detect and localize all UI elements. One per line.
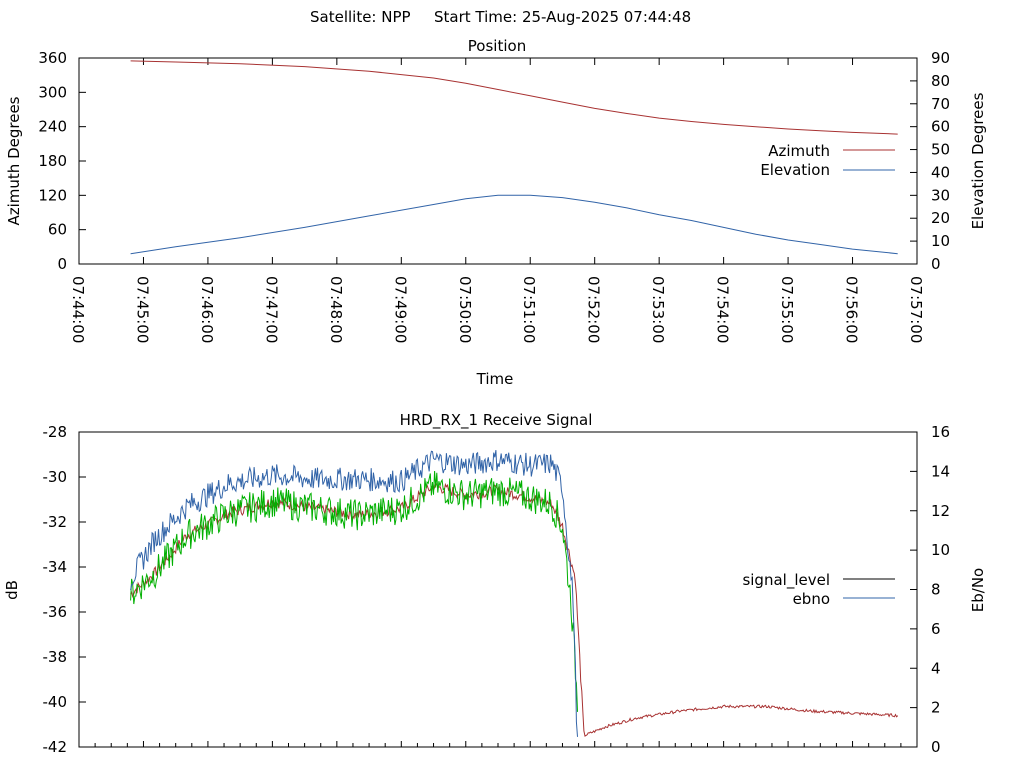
signal-ytick-label: -30: [43, 468, 68, 486]
position-y2tick-label: 10: [931, 232, 950, 250]
azimuth-series-line: [130, 60, 898, 135]
signal-y2tick-label: 16: [931, 423, 950, 441]
signal-title: HRD_RX_1 Receive Signal: [400, 411, 593, 430]
satellite-label: Satellite: NPP: [310, 8, 411, 26]
signal-plot-area: [78, 431, 918, 748]
signal-y2tick-label: 14: [931, 462, 950, 480]
signal-y2label: Eb/No: [969, 568, 987, 612]
signal-y2tick-label: 6: [931, 620, 941, 638]
signal-ytick-label: -28: [43, 423, 68, 441]
position-title: Position: [468, 37, 526, 55]
signal-level-series-line: [130, 481, 899, 737]
position-xtick-label: 07:52:00: [585, 276, 603, 343]
signal-ylabel: dB: [3, 580, 21, 600]
position-xtick-label: 07:50:00: [456, 276, 474, 343]
position-xtick-label: 07:53:00: [649, 276, 667, 343]
position-xtick-label: 07:51:00: [520, 276, 538, 343]
signal-ytick-label: -36: [43, 603, 68, 621]
position-xtick-label: 07:57:00: [907, 276, 925, 343]
signal-ytick-label: -32: [43, 513, 68, 531]
position-xlabel: Time: [476, 370, 514, 388]
elevation-series-line: [130, 194, 898, 255]
signal-y2tick-label: 12: [931, 502, 950, 520]
signal-y2tick-label: 0: [931, 738, 941, 756]
signal-y2tick-label: 4: [931, 659, 941, 677]
signal-ytick-label: -42: [43, 738, 68, 756]
green-series-line: [130, 470, 578, 712]
signal-y2tick-label: 10: [931, 541, 950, 559]
position-y2tick-label: 50: [931, 141, 950, 159]
position-y2tick-label: 40: [931, 163, 950, 181]
position-xtick-label: 07:45:00: [133, 276, 151, 343]
signal-ytick-label: -38: [43, 648, 68, 666]
ebno-series-line: [130, 450, 578, 737]
position-y2tick-label: 0: [931, 255, 941, 273]
signal-y2tick-label: 8: [931, 581, 941, 599]
position-y2label: Elevation Degrees: [969, 92, 987, 229]
position-xtick-label: 07:49:00: [391, 276, 409, 343]
position-y2tick-label: 30: [931, 186, 950, 204]
signal-legend: signal_level ebno: [742, 571, 895, 608]
position-xtick-label: 07:47:00: [262, 276, 280, 343]
position-legend: Azimuth Elevation: [760, 142, 895, 179]
position-xtick-label: 07:55:00: [778, 276, 796, 343]
position-ytick-label: 60: [48, 221, 67, 239]
position-ytick-label: 180: [38, 152, 67, 170]
position-y2tick-label: 90: [931, 49, 950, 67]
signal-y2tick-label: 2: [931, 699, 941, 717]
position-xtick-label: 07:44:00: [69, 276, 87, 343]
signal-ytick-label: -34: [43, 558, 68, 576]
position-xtick-label: 07:54:00: [714, 276, 732, 343]
position-ylabel: Azimuth Degrees: [5, 96, 23, 225]
start-time-label: Start Time: 25-Aug-2025 07:44:48: [434, 8, 691, 26]
signal-ytick-label: -40: [43, 693, 68, 711]
legend-azimuth-label: Azimuth: [768, 142, 830, 160]
position-ytick-label: 0: [57, 255, 67, 273]
signal-chart: HRD_RX_1 Receive Signal -42 -40 -38 -36 -34 -…: [3, 411, 987, 756]
position-y2tick-label: 70: [931, 95, 950, 113]
position-y2tick-label: 60: [931, 118, 950, 136]
position-ytick-label: 120: [38, 186, 67, 204]
position-ytick-label: 240: [38, 118, 67, 136]
legend-elevation-label: Elevation: [760, 161, 830, 179]
position-chart: Position 0 60 120 180 240 300 360 0 10 20 30 40 50 60…: [5, 37, 987, 388]
position-xtick-label: 07:48:00: [327, 276, 345, 343]
position-ytick-label: 300: [38, 83, 67, 101]
position-y2tick-label: 80: [931, 72, 950, 90]
legend-ebno-label: ebno: [793, 590, 830, 608]
position-y2tick-label: 20: [931, 209, 950, 227]
legend-signal-level-label: signal_level: [742, 571, 830, 590]
position-ytick-label: 360: [38, 49, 67, 67]
position-xtick-label: 07:56:00: [843, 276, 861, 343]
position-xtick-label: 07:46:00: [198, 276, 216, 343]
